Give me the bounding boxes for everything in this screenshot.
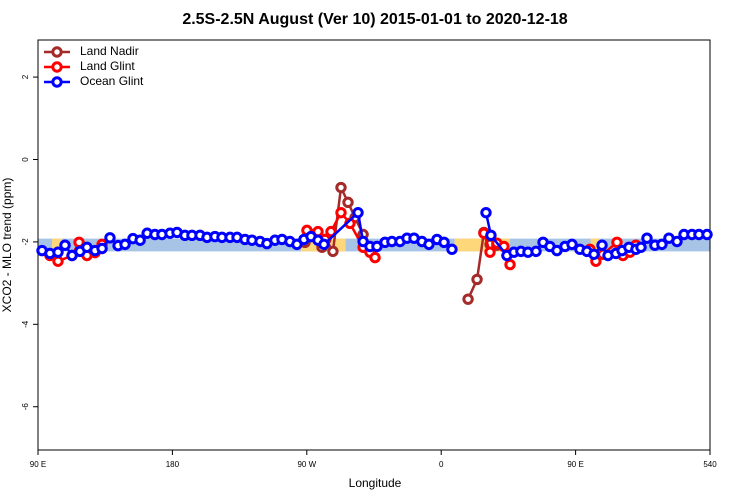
data-point <box>446 243 458 256</box>
y-tick-label: -4 <box>21 320 30 328</box>
y-tick-label: -2 <box>21 238 30 246</box>
data-point <box>325 225 337 238</box>
data-point <box>635 241 647 253</box>
data-point <box>588 248 600 260</box>
data-point <box>327 245 339 258</box>
x-tick-label: 540 <box>703 460 717 469</box>
x-axis-label: Longitude <box>349 476 402 490</box>
legend-label: Land Glint <box>80 59 135 73</box>
data-point <box>566 238 578 251</box>
data-point <box>104 232 116 244</box>
data-point <box>530 245 542 258</box>
legend-marker <box>51 61 63 73</box>
legend-marker <box>51 76 63 88</box>
data-point <box>656 238 668 251</box>
plot-frame <box>37 39 711 451</box>
x-tick-label: 90 E <box>30 460 46 469</box>
data-point <box>119 238 131 251</box>
data-point <box>701 228 713 241</box>
legend-marker <box>51 46 63 58</box>
data-point <box>611 236 623 249</box>
data-point <box>52 246 64 258</box>
data-point <box>335 181 347 194</box>
y-tick-label: 0 <box>21 157 30 162</box>
reference-band-segment <box>52 238 63 252</box>
data-point <box>671 235 683 248</box>
data-point <box>471 273 483 286</box>
data-point <box>462 293 474 305</box>
x-tick-label: 180 <box>166 460 180 469</box>
data-point <box>504 258 516 271</box>
data-point <box>480 206 492 219</box>
legend-label: Land Nadir <box>80 44 139 58</box>
data-point <box>485 229 497 242</box>
data-point <box>438 236 450 249</box>
y-tick-label: -6 <box>21 403 30 411</box>
data-point <box>484 246 496 258</box>
chart-title: 2.5S-2.5N August (Ver 10) 2015-01-01 to … <box>182 11 567 28</box>
data-point <box>318 238 330 251</box>
x-tick-label: 0 <box>439 460 444 469</box>
data-point <box>134 234 146 246</box>
reference-band-segment <box>590 238 600 252</box>
legend-label: Ocean Glint <box>80 74 144 88</box>
data-point <box>52 255 64 267</box>
y-tick-label: 2 <box>21 74 30 79</box>
x-tick-label: 90 E <box>567 460 583 469</box>
data-point <box>369 251 381 264</box>
data-point <box>342 196 354 209</box>
data-point <box>96 242 108 255</box>
y-axis-label: XCO2 - MLO trend (ppm) <box>0 178 14 313</box>
data-point <box>596 239 608 251</box>
x-tick-label: 90 W <box>297 460 316 469</box>
data-point <box>59 239 71 251</box>
data-point <box>352 206 364 219</box>
data-point <box>423 238 435 251</box>
data-point <box>335 206 347 219</box>
data-point <box>641 232 653 244</box>
